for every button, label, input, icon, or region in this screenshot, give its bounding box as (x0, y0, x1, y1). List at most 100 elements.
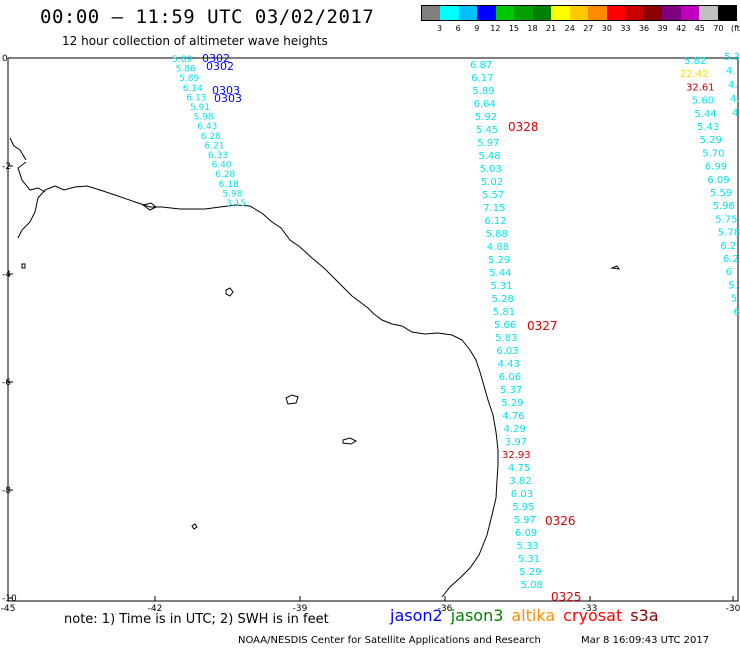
track-value: 6.99 (705, 162, 727, 173)
track-value: 5.37 (500, 385, 522, 396)
legend-swatch (699, 6, 718, 20)
y-tick-label: 0 (2, 54, 8, 64)
y-tick-label: -2 (2, 162, 11, 172)
track-value: 5.29 (700, 135, 722, 146)
y-tick-label: -10 (2, 594, 17, 604)
track-value: 5.29 (488, 255, 510, 266)
legend-swatch (532, 6, 552, 20)
track-value: 5.59 (710, 188, 732, 199)
legend-swatch (422, 6, 441, 20)
legend-swatch (662, 6, 681, 20)
track-value: 6.18 (219, 180, 239, 190)
legend-label: 33 (620, 24, 631, 33)
track-value: 5.81 (493, 307, 515, 318)
track-value: 5.3 (724, 52, 740, 63)
track-value: 6.12 (484, 216, 506, 227)
island (21, 263, 26, 269)
track-value: 5.60 (692, 96, 714, 107)
x-tick-label: -33 (583, 604, 598, 614)
track-values: 5.895.865.896.146.135.915.986.436.286.21… (172, 52, 740, 604)
track-value: 6.21 (204, 141, 224, 151)
track-value: 3.82 (509, 476, 531, 487)
legend-swatch (717, 6, 736, 20)
legend-swatch (588, 6, 607, 20)
track-value: 5.33 (516, 541, 538, 552)
x-tick-label: -42 (148, 604, 163, 614)
legend-label: 24 (564, 24, 575, 33)
track-value: 22.42 (680, 69, 709, 80)
track-value: 3.97 (505, 437, 527, 448)
time-label: 0326 (545, 514, 576, 528)
track-value: 4.88 (487, 242, 509, 253)
time-label: 0327 (527, 319, 558, 333)
time-label: 0303 (212, 84, 240, 97)
track-value: 5.45 (476, 125, 498, 136)
track-value: 5.88 (486, 229, 508, 240)
x-tick-label: -45 (1, 604, 16, 614)
chart-subtitle: 12 hour collection of altimeter wave hei… (62, 34, 328, 48)
track-value: 6.43 (197, 122, 217, 132)
legend-swatch (569, 6, 589, 20)
legend-swatch (458, 6, 478, 20)
legend-swatches (421, 5, 737, 21)
track-value: 4.75 (508, 463, 530, 474)
satellite-label: cryosat (563, 606, 623, 625)
track-value: 6.2 (723, 254, 739, 265)
satellite-label: jason2 (390, 606, 443, 625)
footnote: note: 1) Time is in UTC; 2) SWH is in fe… (64, 612, 329, 627)
legend-swatch (495, 6, 515, 20)
track-value: 6.28 (215, 170, 235, 180)
track-value: 5.78 (718, 228, 740, 239)
track-value: 5.8 (731, 294, 740, 305)
track-value: 5.97 (514, 515, 536, 526)
satellite-label: altika (511, 606, 556, 625)
track-value: 5.86 (176, 65, 196, 75)
island (191, 523, 198, 530)
legend-label: 45 (694, 24, 705, 33)
track-value: 5.29 (519, 567, 541, 578)
track-value: 6.28 (201, 132, 221, 142)
x-tick-label: -36 (438, 604, 453, 614)
track-value: 5.96 (713, 201, 735, 212)
legend-label: 70 (713, 24, 724, 33)
island (225, 287, 234, 297)
track-value: 5.66 (494, 320, 516, 331)
track-value: 4. (730, 94, 740, 105)
y-tick-label: -8 (2, 486, 11, 496)
x-tick-label: -30 (726, 604, 740, 614)
time-label: 0328 (508, 120, 539, 134)
legend-swatch (514, 6, 533, 20)
track-value: 5.89 (472, 86, 494, 97)
legend-label: 12 (490, 24, 501, 33)
track-value: 5.31 (518, 554, 540, 565)
track-value: 5.48 (478, 151, 500, 162)
track-value: 5.43 (697, 122, 719, 133)
track-value: 4. (726, 66, 736, 77)
track-value: 5.89 (172, 55, 192, 65)
track-value: 6.03 (511, 489, 533, 500)
time-label: 0325 (551, 590, 582, 604)
track-value: 6.09 (515, 528, 537, 539)
island (141, 202, 157, 211)
satellite-label: s3a (630, 606, 659, 625)
legend-label: 27 (583, 24, 594, 33)
legend-swatch (625, 6, 644, 20)
track-value: 5.03 (480, 164, 502, 175)
x-tick-label: -39 (293, 604, 308, 614)
time-label: 0303 (214, 92, 242, 105)
y-tick-label: -4 (2, 270, 11, 280)
track-value: 5.97 (477, 138, 499, 149)
track-value: 5.29 (501, 398, 523, 409)
track-value: 5.02 (481, 177, 503, 188)
island (610, 265, 621, 270)
legend-label: 6 (455, 24, 461, 33)
track-value: 4.29 (504, 424, 526, 435)
track-value: 4.43 (498, 359, 520, 370)
coastline-west (9, 137, 56, 239)
plot-frame (7, 57, 739, 602)
track-value: 6.40 (212, 161, 232, 171)
track-value: 6.87 (470, 60, 492, 71)
island (342, 437, 358, 445)
legend-swatch (680, 6, 700, 20)
